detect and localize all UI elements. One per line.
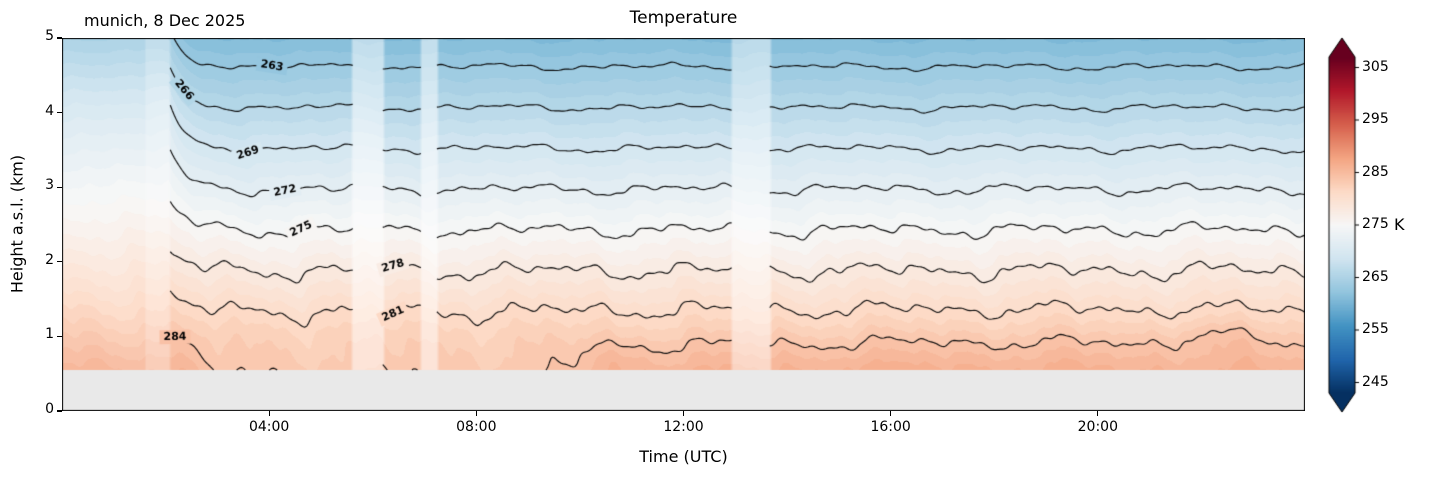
colorbar-tick-label: 275 [1362,216,1389,232]
colorbar-tick-label: 245 [1362,373,1389,390]
x-axis-label: Time (UTC) [639,447,728,466]
station-date-label: munich, 8 Dec 2025 [84,11,246,30]
x-tick-mark [1097,411,1099,416]
x-tick-mark [682,411,685,416]
y-tick-mark [57,335,62,337]
y-tick-label: 1 [45,326,54,343]
y-tick-label: 3 [45,177,54,194]
x-tick-label: 16:00 [870,419,911,435]
y-tick-label: 2 [45,251,54,268]
y-tick-mark [57,112,62,114]
y-tick-mark [57,410,62,412]
colorbar-tick-label: 265 [1362,268,1389,285]
y-tick-mark [57,37,62,39]
y-tick-label: 5 [45,28,54,44]
colorbar-unit-label: K [1394,215,1405,234]
colorbar-tick-label: 295 [1362,111,1389,127]
y-axis-label: Height a.s.l. (km) [7,154,27,294]
temperature-contour-plot [62,38,1305,411]
colorbar-tick-label: 305 [1362,58,1389,75]
x-tick-label: 20:00 [1077,419,1119,435]
colorbar [1326,30,1372,430]
y-tick-mark [57,186,62,188]
y-tick-mark [57,261,62,263]
y-tick-label: 4 [45,102,54,119]
x-tick-label: 12:00 [663,419,704,435]
x-tick-label: 08:00 [456,419,497,435]
colorbar-tick-label: 255 [1362,321,1389,337]
x-tick-mark [890,411,892,416]
colorbar-tick-label: 285 [1362,163,1389,180]
x-tick-label: 04:00 [248,419,290,435]
y-tick-label: 0 [45,401,54,417]
x-tick-mark [475,411,477,416]
chart-title: Temperature [629,8,738,28]
x-tick-mark [268,411,270,416]
